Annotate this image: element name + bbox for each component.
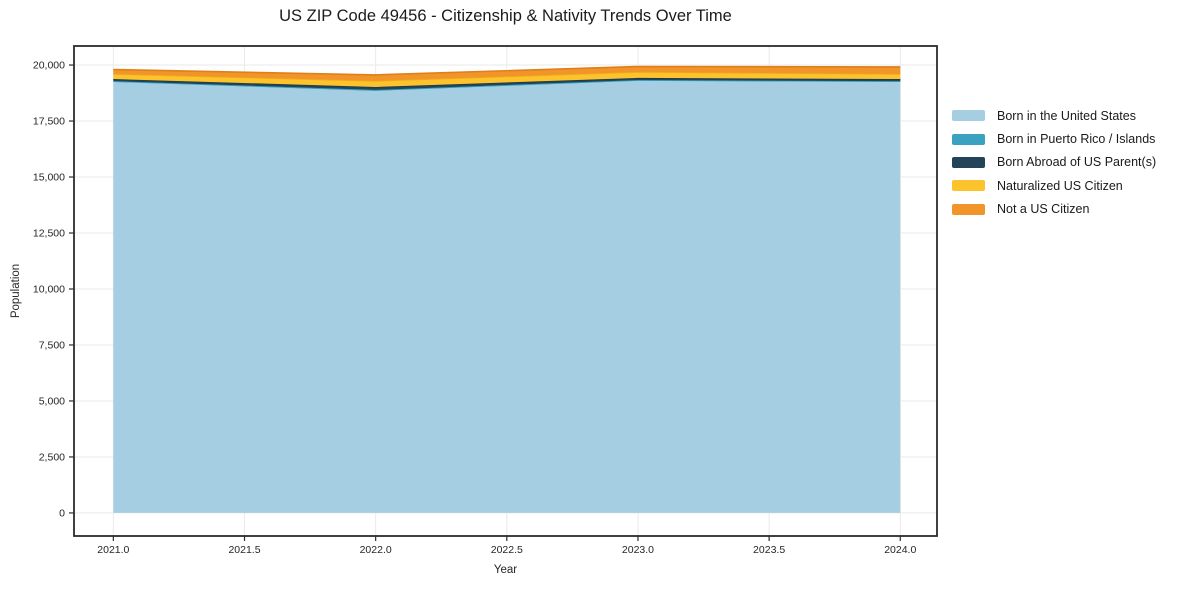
- y-tick-label: 10,000: [33, 283, 65, 295]
- legend-label: Naturalized US Citizen: [997, 178, 1123, 193]
- legend-label: Born Abroad of US Parent(s): [997, 155, 1157, 170]
- legend-color-swatch: [952, 156, 985, 168]
- legend-item-not-a-us-citizen: Not a US Citizen: [952, 198, 1156, 221]
- legend-label: Born in Puerto Rico / Islands: [997, 132, 1156, 147]
- area-born-abroad-of-us-parent-s: [113, 77, 901, 90]
- y-tick-label: 0: [59, 507, 65, 519]
- area-naturalized-us-citizen: [113, 71, 901, 87]
- legend-item-naturalized-us-citizen: Naturalized US Citizen: [952, 174, 1156, 197]
- x-tick-label: 2023.0: [622, 544, 654, 556]
- area-edge-not-a-us-citizen: [113, 65, 901, 76]
- x-tick-label: 2024.0: [884, 544, 916, 556]
- legend-item-born-abroad-of-us-parent-s: Born Abroad of US Parent(s): [952, 151, 1156, 174]
- area-not-a-us-citizen: [113, 66, 901, 81]
- x-axis-label: Year: [493, 564, 518, 576]
- y-tick-label: 7,500: [39, 339, 65, 351]
- chart-title: US ZIP Code 49456 - Citizenship & Nativi…: [279, 7, 732, 25]
- plot-border: [73, 45, 938, 537]
- legend-color-swatch: [952, 110, 985, 122]
- x-tick-label: 2021.5: [228, 544, 260, 556]
- y-tick-label: 15,000: [33, 172, 65, 184]
- y-tick-label: 20,000: [33, 60, 65, 72]
- y-tick-label: 17,500: [33, 116, 65, 128]
- legend-item-born-in-the-united-states: Born in the United States: [952, 104, 1156, 127]
- x-tick-label: 2022.0: [360, 544, 392, 556]
- legend-color-swatch: [952, 203, 985, 215]
- y-tick-label: 5,000: [39, 395, 65, 407]
- legend-label: Not a US Citizen: [997, 202, 1090, 217]
- area-born-in-the-united-states: [113, 80, 901, 513]
- legend-label: Born in the United States: [997, 108, 1136, 123]
- legend-item-born-in-puerto-rico-islands: Born in Puerto Rico / Islands: [952, 127, 1156, 150]
- y-tick-label: 2,500: [39, 451, 65, 463]
- y-tick-label: 12,500: [33, 227, 65, 239]
- legend-color-swatch: [952, 133, 985, 145]
- legend: Born in the United States Born in Puerto …: [952, 104, 1156, 221]
- x-tick-label: 2023.5: [753, 544, 785, 556]
- legend-color-swatch: [952, 180, 985, 192]
- x-tick-label: 2022.5: [491, 544, 523, 556]
- x-tick-label: 2021.0: [97, 544, 129, 556]
